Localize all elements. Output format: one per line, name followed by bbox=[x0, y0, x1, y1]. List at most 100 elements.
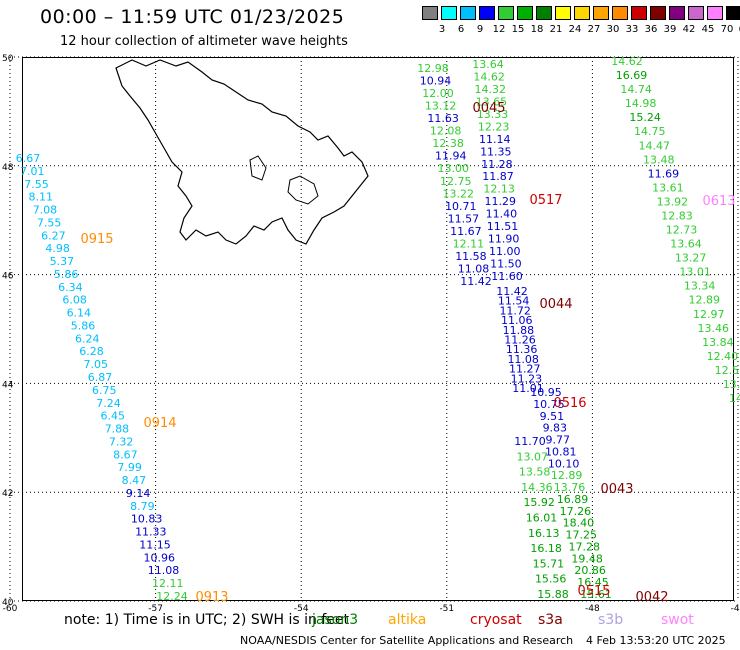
legend-swatch bbox=[726, 6, 740, 20]
swh-value: 11.90 bbox=[488, 233, 520, 246]
swh-value: 14.62 bbox=[473, 70, 505, 83]
legend-label: 33 bbox=[625, 24, 639, 35]
mission-label: altika bbox=[388, 612, 427, 628]
swh-value: 11.15 bbox=[139, 538, 171, 551]
swh-value: 11.08 bbox=[507, 353, 539, 366]
credit-line: NOAA/NESDIS Center for Satellite Applica… bbox=[240, 634, 574, 647]
legend-label: (ft) bbox=[735, 24, 740, 35]
pass-time-label: 0044 bbox=[539, 297, 572, 312]
swh-value: 10.81 bbox=[545, 445, 577, 458]
swh-value: 13.27 bbox=[675, 252, 707, 265]
legend-label: 36 bbox=[644, 24, 658, 35]
legend-label: 18 bbox=[530, 24, 544, 35]
swh-value: 10.96 bbox=[144, 551, 176, 564]
swh-value: 12.89 bbox=[551, 469, 583, 482]
legend-swatch bbox=[555, 6, 571, 20]
legend-swatch bbox=[460, 6, 476, 20]
map-subtitle: 12 hour collection of altimeter wave hei… bbox=[60, 34, 348, 49]
legend-label: 27 bbox=[587, 24, 601, 35]
swh-value: 15.88 bbox=[537, 588, 569, 601]
swh-value: 11.27 bbox=[509, 363, 541, 376]
pass-time-label: 0043 bbox=[600, 482, 633, 497]
y-tick-label: 46 bbox=[2, 272, 14, 282]
swh-value: 11.06 bbox=[501, 314, 533, 327]
swh-value: 11.42 bbox=[460, 275, 492, 288]
pass-time-label: 0613 bbox=[702, 194, 735, 209]
y-tick-label: 42 bbox=[2, 489, 13, 499]
generation-timestamp: 4 Feb 13:53:20 UTC 2025 bbox=[586, 634, 726, 647]
swh-value: 16.69 bbox=[616, 69, 648, 82]
swh-value: 13.07 bbox=[517, 450, 549, 463]
legend-label: 6 bbox=[457, 24, 465, 35]
legend-label: 39 bbox=[663, 24, 677, 35]
swh-value: 11.57 bbox=[448, 212, 480, 225]
swh-value: 12.38 bbox=[432, 137, 464, 150]
swh-value: 12.13 bbox=[483, 183, 515, 196]
swh-value: 12.24 bbox=[156, 590, 188, 603]
x-tick-label: -60 bbox=[3, 604, 18, 614]
swh-value: 13.76 bbox=[554, 481, 586, 494]
swh-value: 7.32 bbox=[109, 435, 134, 448]
y-tick-label: 44 bbox=[2, 380, 14, 390]
y-tick-label: 48 bbox=[2, 163, 14, 173]
coastline-avalon bbox=[287, 175, 319, 205]
swh-value: 13.84 bbox=[702, 336, 734, 349]
swh-value: 10.10 bbox=[548, 457, 580, 470]
pass-time-label: 0915 bbox=[80, 232, 113, 247]
swh-value: 11.33 bbox=[135, 526, 167, 539]
swh-value: 12.75 bbox=[440, 175, 472, 188]
swh-value: 11.67 bbox=[450, 225, 482, 238]
swh-value: 13. bbox=[723, 378, 740, 391]
swh-value: 11.69 bbox=[648, 167, 680, 180]
swh-value: 11.26 bbox=[504, 334, 536, 347]
legend-swatch bbox=[650, 6, 666, 20]
legend-label: 30 bbox=[606, 24, 620, 35]
swh-value: 11.08 bbox=[148, 564, 180, 577]
swh-value: 11.35 bbox=[480, 145, 512, 158]
swh-value: 12.11 bbox=[453, 237, 485, 250]
legend-swatch bbox=[612, 6, 628, 20]
swh-value: 19.48 bbox=[571, 552, 603, 565]
pass-time-label: 0042 bbox=[635, 590, 668, 605]
swh-value: 13.65 bbox=[476, 95, 508, 108]
legend-label: 9 bbox=[476, 24, 484, 35]
swh-value: 15.56 bbox=[535, 573, 567, 586]
mission-label: jason3 bbox=[312, 612, 359, 628]
swh-value: 20.86 bbox=[574, 564, 606, 577]
swh-value: 13.00 bbox=[437, 162, 469, 175]
swh-value: 12.08 bbox=[430, 125, 462, 138]
x-tick-label: -54 bbox=[294, 604, 309, 614]
legend-label: 42 bbox=[682, 24, 696, 35]
swh-value: 15.61 bbox=[580, 588, 612, 601]
legend-label: 12 bbox=[492, 24, 506, 35]
swh-value: 14.74 bbox=[620, 83, 652, 96]
x-tick-label: -57 bbox=[148, 604, 163, 614]
swh-value: 13.12 bbox=[425, 100, 457, 113]
swh-value: 9.77 bbox=[546, 434, 571, 447]
legend-swatch bbox=[631, 6, 647, 20]
swh-value: 13.92 bbox=[657, 195, 689, 208]
swh-value: 16.89 bbox=[557, 493, 589, 506]
swh-value: 8.79 bbox=[130, 500, 155, 513]
swh-value: 6.34 bbox=[58, 281, 83, 294]
swh-value: 17.26 bbox=[560, 505, 592, 518]
x-tick-label: -45 bbox=[731, 604, 740, 614]
swh-value: 17.28 bbox=[568, 540, 600, 553]
swh-value: 11.08 bbox=[458, 262, 490, 275]
swh-value: 6.28 bbox=[79, 345, 104, 358]
swh-value: 14.75 bbox=[634, 125, 666, 138]
swh-value: 5.37 bbox=[50, 255, 75, 268]
swh-value: 6.67 bbox=[16, 152, 41, 165]
swh-value: 16.13 bbox=[528, 527, 560, 540]
swh-value: 7.24 bbox=[96, 397, 121, 410]
swh-value: 11.60 bbox=[491, 270, 523, 283]
swh-value: 13.64 bbox=[472, 58, 504, 71]
legend-swatch bbox=[707, 6, 723, 20]
swh-value: 16.18 bbox=[530, 542, 562, 555]
swh-value: 13.61 bbox=[652, 181, 684, 194]
swh-value: 10.71 bbox=[445, 200, 477, 213]
swh-value: 10.75 bbox=[533, 398, 565, 411]
pass-time-label: 0515 bbox=[577, 584, 610, 599]
swh-value: 18.40 bbox=[563, 517, 595, 530]
